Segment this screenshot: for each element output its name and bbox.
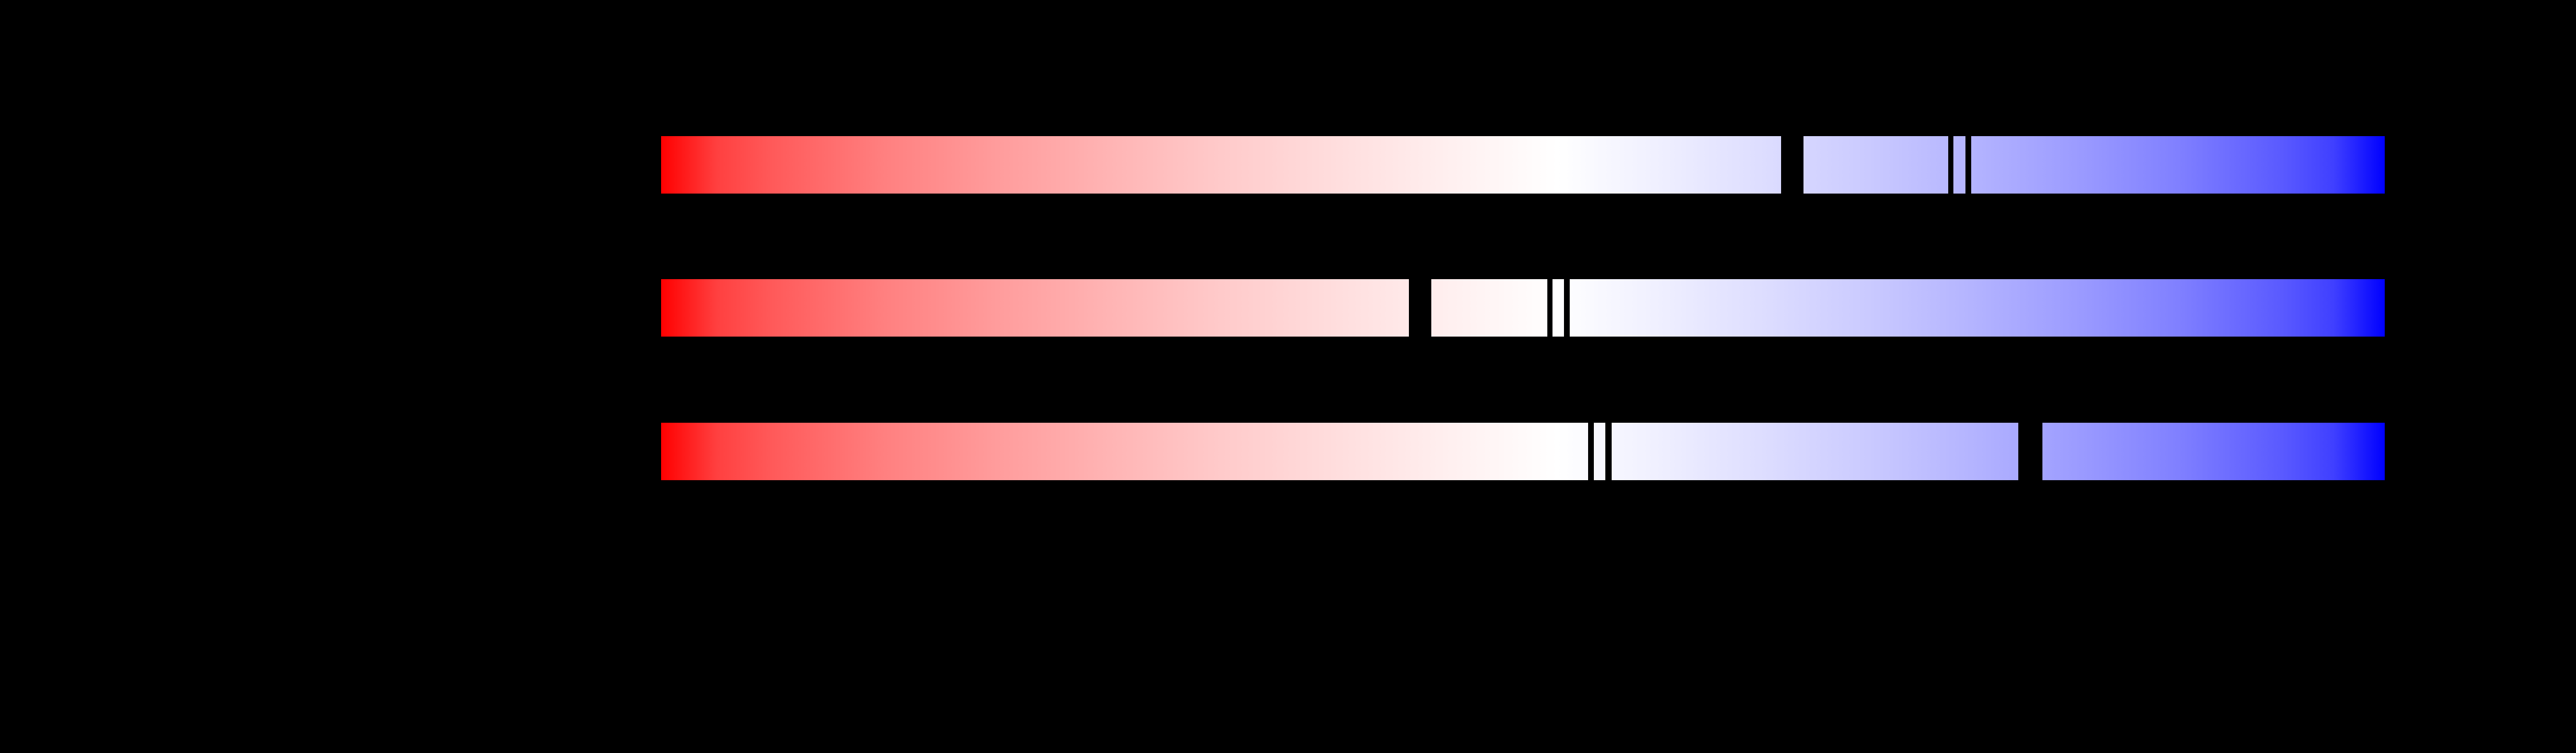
gradient-bar-3 bbox=[661, 423, 2385, 480]
gradient-bar-1 bbox=[661, 136, 2385, 194]
bar-3-thin-line bbox=[1588, 423, 1594, 480]
bar-3-thin-line bbox=[1605, 423, 1612, 480]
bar-1-thin-line bbox=[1948, 136, 1953, 194]
gradient-bar-2 bbox=[661, 279, 2385, 337]
bar-2-wide-gap bbox=[1409, 279, 1431, 337]
bar-1-wide-gap bbox=[1781, 136, 1803, 194]
bar-2-thin-line bbox=[1564, 279, 1570, 337]
bar-3-wide-gap bbox=[2018, 423, 2042, 480]
bar-2-thin-line bbox=[1547, 279, 1552, 337]
bar-1-thin-line bbox=[1965, 136, 1971, 194]
